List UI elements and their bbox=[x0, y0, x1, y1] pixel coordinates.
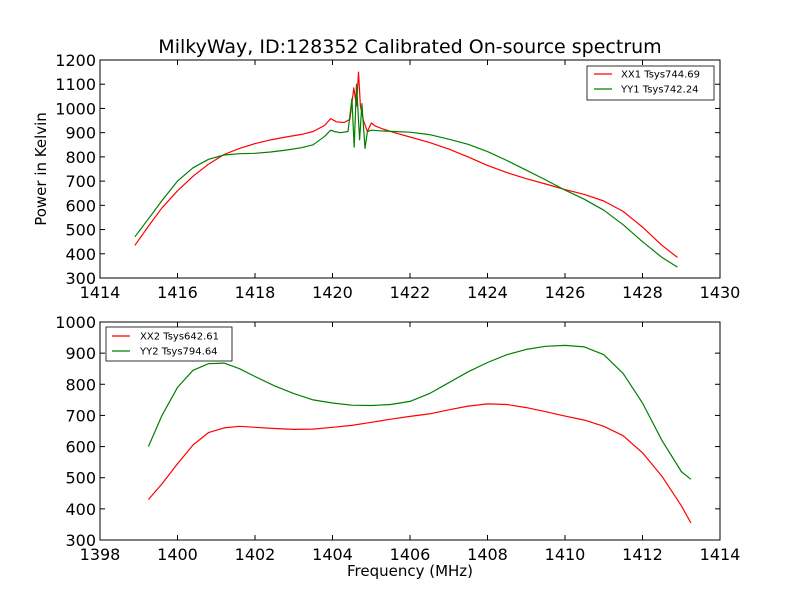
series-line-yy2 bbox=[147, 344, 692, 480]
y-tick-label: 600 bbox=[65, 438, 96, 457]
x-tick-label: 1410 bbox=[545, 545, 586, 564]
x-tick-label: 1414 bbox=[700, 545, 741, 564]
x-tick-label: 1418 bbox=[235, 283, 276, 302]
y-tick-label: 1200 bbox=[55, 51, 96, 70]
y-tick-label: 800 bbox=[65, 375, 96, 394]
top-spectrum-panel: MilkyWay, ID:128352 Calibrated On-source… bbox=[32, 36, 740, 302]
legend-box bbox=[105, 326, 233, 362]
y-tick-label: 300 bbox=[65, 269, 96, 288]
x-tick-label: 1422 bbox=[390, 283, 431, 302]
x-tick-label: 1412 bbox=[622, 545, 663, 564]
legend: XX1 Tsys744.69 YY1 Tsys742.24 bbox=[586, 65, 715, 101]
y-tick-label: 900 bbox=[65, 124, 96, 143]
x-tick-label: 1404 bbox=[312, 545, 353, 564]
x-tick-label: 1426 bbox=[545, 283, 586, 302]
x-tick-label: 1428 bbox=[622, 283, 663, 302]
y-tick-label: 1000 bbox=[55, 99, 96, 118]
legend: XX2 Tsys642.61 YY2 Tsys794.64 bbox=[105, 326, 233, 362]
y-tick-label: 900 bbox=[65, 344, 96, 363]
series-line-xx1 bbox=[134, 71, 678, 258]
y-tick-label: 500 bbox=[65, 221, 96, 240]
legend-label-xx2: XX2 Tsys642.61 bbox=[140, 332, 219, 343]
series-line-xx2 bbox=[147, 403, 692, 524]
y-tick-label: 700 bbox=[65, 406, 96, 425]
y-tick-label: 500 bbox=[65, 469, 96, 488]
y-axis-label: Power in Kelvin bbox=[32, 112, 50, 226]
series-lines bbox=[134, 71, 678, 268]
x-tick-label: 1420 bbox=[312, 283, 353, 302]
series-line-yy1 bbox=[134, 83, 678, 268]
chart-title: MilkyWay, ID:128352 Calibrated On-source… bbox=[158, 36, 661, 58]
series-lines bbox=[147, 344, 692, 524]
y-tick-label: 400 bbox=[65, 245, 96, 264]
legend-box bbox=[586, 65, 715, 101]
x-tick-label: 1408 bbox=[467, 545, 508, 564]
x-tick-label: 1400 bbox=[157, 545, 198, 564]
legend-label-xx1: XX1 Tsys744.69 bbox=[621, 70, 700, 81]
legend-label-yy2: YY2 Tsys794.64 bbox=[139, 347, 218, 358]
y-tick-label: 1100 bbox=[55, 75, 96, 94]
axis-ticks: 1414 1416 1418 1420 1422 1424 1426 1428 1430 300 4… bbox=[55, 51, 740, 302]
bottom-spectrum-panel: 1398 1400 1402 1404 1406 1408 1410 1412 1414 300 4… bbox=[55, 313, 740, 580]
y-tick-label: 700 bbox=[65, 172, 96, 191]
legend-label-yy1: YY1 Tsys742.24 bbox=[620, 85, 699, 96]
y-tick-label: 600 bbox=[65, 196, 96, 215]
x-axis-label: Frequency (MHz) bbox=[347, 562, 473, 580]
x-tick-label: 1398 bbox=[80, 545, 121, 564]
axis-ticks: 1398 1400 1402 1404 1406 1408 1410 1412 1414 300 4… bbox=[55, 313, 740, 564]
x-tick-label: 1402 bbox=[235, 545, 276, 564]
x-tick-label: 1414 bbox=[80, 283, 121, 302]
x-tick-label: 1406 bbox=[390, 545, 431, 564]
y-tick-label: 300 bbox=[65, 531, 96, 550]
x-tick-label: 1416 bbox=[157, 283, 198, 302]
x-tick-label: 1424 bbox=[467, 283, 508, 302]
y-tick-label: 800 bbox=[65, 148, 96, 167]
y-tick-label: 400 bbox=[65, 500, 96, 519]
x-tick-label: 1430 bbox=[700, 283, 741, 302]
y-tick-label: 1000 bbox=[55, 313, 96, 332]
